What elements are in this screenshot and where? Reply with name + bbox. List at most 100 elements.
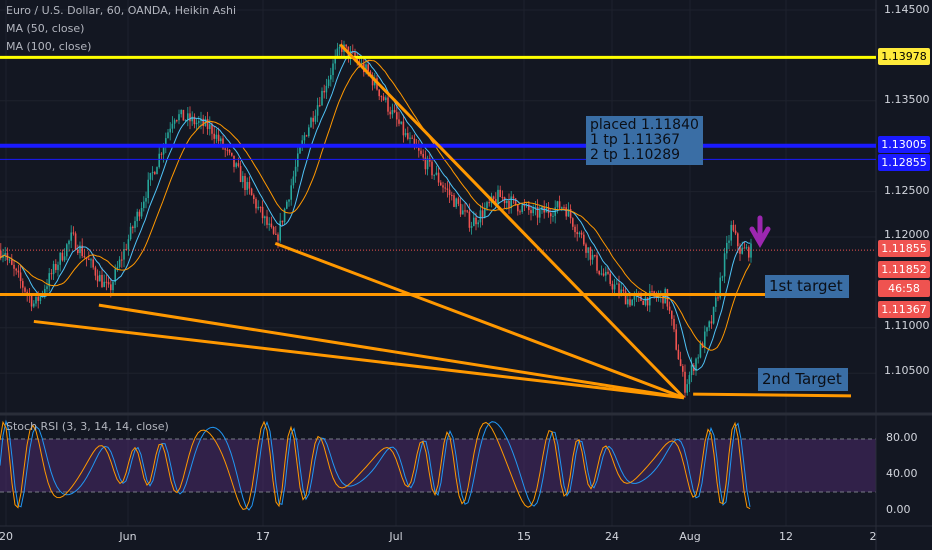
horizontal-levels-layer	[0, 55, 876, 251]
ma100-line	[0, 59, 751, 351]
candle-body	[132, 226, 134, 229]
candle-body	[422, 153, 424, 158]
candle-body	[220, 138, 222, 142]
second-target-label[interactable]: 2nd Target	[758, 368, 848, 391]
candle-body	[728, 240, 730, 243]
candle-body	[125, 249, 127, 251]
candle-body	[77, 249, 79, 254]
candle-body	[706, 327, 708, 332]
x-tick: 12	[779, 530, 793, 543]
candle-body	[123, 249, 125, 260]
candle-body	[536, 207, 539, 218]
candle-body	[244, 175, 246, 190]
candle-body	[224, 148, 226, 150]
candle-body	[17, 270, 20, 273]
price-badge-blue-1: 1.13005	[878, 136, 930, 153]
candle-body	[605, 271, 607, 276]
trade-note[interactable]: placed 1.11840 1 tp 1.11367 2 tp 1.10289	[586, 116, 703, 165]
candle-body	[662, 293, 664, 304]
candle-body	[688, 374, 691, 385]
candle-body	[567, 209, 570, 217]
candle-body	[154, 172, 156, 175]
candle-body	[171, 123, 174, 129]
candle-body	[741, 247, 743, 254]
candle-body	[721, 276, 724, 278]
candle-body	[145, 198, 147, 202]
candle-body	[418, 148, 420, 151]
candle-body	[413, 138, 416, 145]
candle-body	[44, 288, 46, 294]
candle-body	[402, 121, 405, 136]
candle-body	[367, 64, 369, 72]
candle-body	[226, 149, 229, 151]
candle-body	[195, 122, 198, 125]
candle-body	[517, 204, 519, 212]
candle-body	[679, 359, 682, 367]
candle-body	[112, 282, 114, 291]
candle-body	[459, 203, 462, 215]
candle-body	[160, 153, 163, 155]
candle-body	[371, 75, 374, 86]
trend-lines-layer[interactable]	[0, 43, 852, 400]
candle-body	[286, 201, 288, 209]
candle-body	[684, 371, 686, 393]
candle-body	[92, 259, 94, 268]
candle-body	[312, 117, 314, 122]
moving-averages-layer	[0, 50, 751, 371]
candle-body	[217, 134, 220, 142]
candle-body	[268, 223, 270, 225]
candle-body	[380, 96, 383, 98]
candle-body	[105, 281, 108, 283]
candle-body	[180, 109, 182, 115]
candles-layer	[0, 39, 752, 398]
candle-body	[530, 210, 532, 214]
candle-body	[677, 349, 680, 360]
candle-body	[259, 206, 262, 208]
grid	[0, 0, 876, 526]
candle-body	[750, 243, 752, 258]
candle-body	[50, 273, 53, 275]
candle-body	[561, 207, 563, 209]
candle-body	[354, 52, 356, 60]
candle-body	[239, 166, 242, 183]
candle-body	[565, 207, 567, 217]
candle-body	[424, 157, 427, 170]
candle-body	[631, 299, 633, 306]
candle-body	[33, 303, 35, 307]
candle-body	[497, 189, 499, 204]
candle-body	[596, 255, 598, 271]
stoch-k-line	[0, 419, 751, 511]
candle-body	[272, 227, 275, 234]
candle-body	[385, 97, 387, 101]
candle-body	[532, 207, 534, 214]
candle-body	[448, 189, 451, 196]
candle-body	[305, 135, 308, 137]
candle-body	[79, 245, 81, 254]
candle-body	[15, 268, 17, 271]
candle-body	[506, 200, 508, 204]
candle-body	[345, 44, 347, 47]
candle-body	[682, 366, 684, 372]
candle-body	[512, 196, 515, 199]
candle-body	[578, 232, 581, 235]
candle-body	[521, 205, 523, 212]
candle-body	[704, 331, 706, 348]
candle-body	[396, 112, 398, 120]
candle-body	[455, 198, 457, 207]
candle-body	[299, 147, 301, 154]
candle-body	[583, 234, 585, 245]
candle-body	[484, 208, 486, 218]
candle-body	[237, 163, 240, 167]
y-tick: 1.11000	[884, 319, 930, 332]
candle-body	[255, 199, 257, 209]
stoch-rsi-layer	[0, 419, 751, 511]
first-target-label[interactable]: 1st target	[765, 275, 849, 298]
candle-body	[70, 232, 72, 241]
candle-body	[534, 207, 537, 209]
candle-body	[187, 113, 189, 120]
candle-body	[107, 282, 110, 285]
trend-line	[693, 392, 852, 398]
candle-body	[475, 217, 477, 225]
candle-body	[99, 274, 101, 282]
